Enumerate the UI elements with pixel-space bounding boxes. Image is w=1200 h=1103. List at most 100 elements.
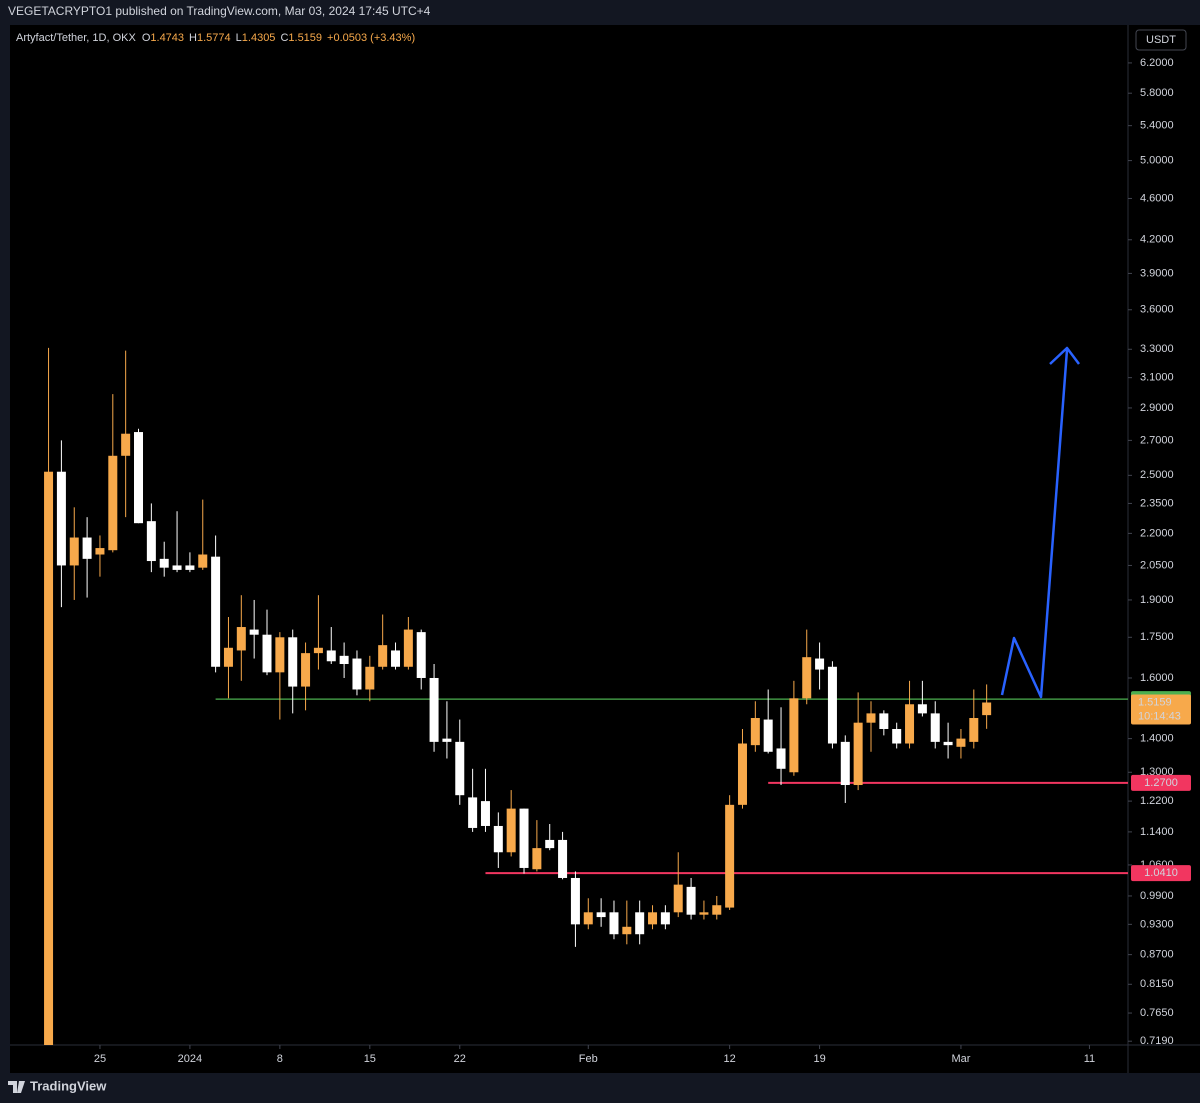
y-tick-label: 1.9000 [1140,594,1174,606]
candle-body [185,565,195,570]
candle-body [262,634,272,673]
candle-body [570,877,580,925]
candle-body [121,433,131,456]
x-tick-label: 11 [1084,1053,1095,1065]
candle-body [558,839,568,878]
candle-body [211,556,221,667]
y-tick-label: 4.2000 [1140,234,1174,246]
y-tick-label: 0.8700 [1140,949,1174,961]
candle-body [236,627,246,651]
candle-body [930,713,940,742]
candle-body [737,743,747,805]
candle-body [583,912,593,925]
y-tick-label: 3.6000 [1140,304,1174,316]
candle-body [660,912,670,925]
candle-body [750,718,760,746]
candle-body [609,912,619,935]
level-price-box [1131,774,1191,791]
level-price-box [1131,865,1191,882]
candle-body [840,741,850,786]
candle-body [827,666,837,744]
candle-body [301,653,311,687]
candle-body [44,471,54,1045]
plot [44,347,1128,1045]
x-tick-label: 22 [454,1053,466,1065]
y-tick-label: 5.8000 [1140,87,1174,99]
y-tick-label: 2.2000 [1140,527,1174,539]
candle-body [506,808,516,853]
candle-body [56,471,66,566]
level-price-label: 1.0410 [1144,867,1178,879]
currency-box [1135,29,1187,51]
y-tick-label: 2.5000 [1140,469,1174,481]
candle-body [429,677,439,742]
projection-arrow [1000,346,1080,699]
candle-body [879,713,889,729]
y-tick-label: 2.0500 [1140,559,1174,571]
candle-body [288,637,298,687]
legend-item: 1.5774 [197,32,231,44]
candle-body [198,554,208,568]
publisher: VEGETACRYPTO1 published on TradingView.c… [8,4,431,18]
candle-body [249,629,259,635]
legend-item: 1.5159 [288,32,322,44]
candle-body [763,719,773,752]
candle-body [378,645,388,667]
y-tick-label: 5.4000 [1140,120,1174,132]
y-tick-label: 1.6000 [1140,672,1174,684]
candle-body [468,797,478,828]
y-tick-label: 6.2000 [1140,57,1174,69]
candle-body [802,657,812,699]
legend-item: +0.0503 (+3.43%) [327,32,415,44]
candle-body [95,548,105,555]
legend-item: 1.4743 [150,32,184,44]
currency: USDT [1146,34,1176,46]
candle-body [943,741,953,746]
y-tick-label: 5.0000 [1140,155,1174,167]
candle-body [403,629,413,667]
legend-item: C [280,32,288,44]
candle-body [313,647,323,654]
symbol-legend: Artyfact/Tether, 1D, OKX O1.4743 H1.5774 L1… [16,32,415,44]
candle-body [108,455,118,551]
candle-body [455,741,465,796]
y-tick-label: 1.4000 [1140,733,1174,745]
legend-item: O [142,32,151,44]
y-tick-label: 1.7500 [1140,631,1174,643]
legend-item: L [236,32,242,44]
candle-body [365,666,375,690]
x-tick-label: Feb [579,1053,598,1065]
x-tick-label: 8 [277,1053,283,1065]
candle-body [442,738,452,742]
chart-area [10,25,1200,1073]
y-tick-label: 2.9000 [1140,402,1174,414]
candle-body [853,722,863,786]
x-tick-label: 12 [724,1053,736,1065]
footer-logo: TradingView [30,1078,107,1093]
candle-body [686,886,696,915]
candle-body [866,713,876,723]
y-tick-label: 1.1400 [1140,826,1174,838]
countdown: 10:14:43 [1138,710,1181,722]
candle-body [134,432,144,524]
x-tick-label: 19 [813,1053,825,1065]
candle-body [223,647,233,667]
x-tick-label: 15 [364,1053,376,1065]
legend-item: H [189,32,197,44]
y-tick-label: 2.3500 [1140,497,1174,509]
candle-body [159,558,169,568]
candle-body [673,884,683,913]
candle-body [635,912,645,935]
y-tick-label: 3.3000 [1140,343,1174,355]
candle-body [545,839,555,849]
candle-body [969,718,979,742]
candle-body [725,804,735,908]
candle-body [326,650,336,662]
y-tick-label: 0.7650 [1140,1007,1174,1019]
candle-body [648,912,658,925]
candle-body [146,521,156,562]
y-tick-label: 3.9000 [1140,267,1174,279]
candle-body [82,537,92,559]
